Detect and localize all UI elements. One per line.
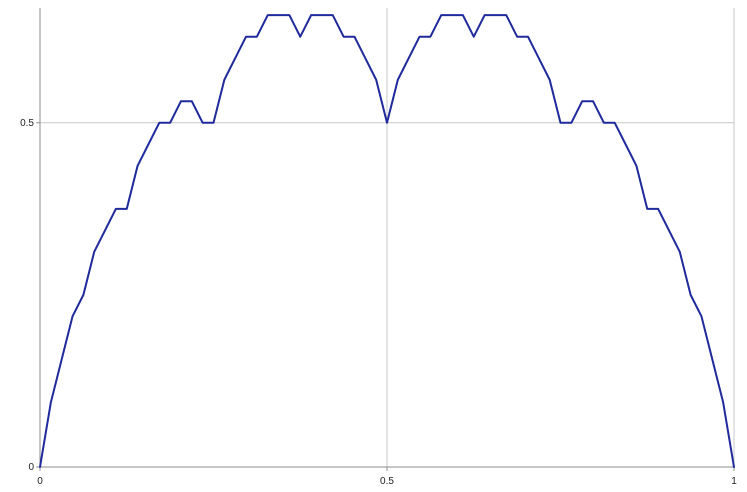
series-line (39, 14, 735, 468)
x-tick-label: 1 (731, 476, 737, 487)
series-layer (39, 14, 735, 468)
x-tick-label: 0.5 (380, 476, 394, 487)
tick-labels: 0 0.5 0 0.5 1 (20, 118, 737, 487)
y-tick-label: 0.5 (20, 118, 34, 129)
tick-marks (36, 122, 735, 471)
grid-lines (40, 8, 735, 467)
x-tick-label: 0 (37, 476, 43, 487)
y-tick-label: 0 (28, 462, 34, 473)
